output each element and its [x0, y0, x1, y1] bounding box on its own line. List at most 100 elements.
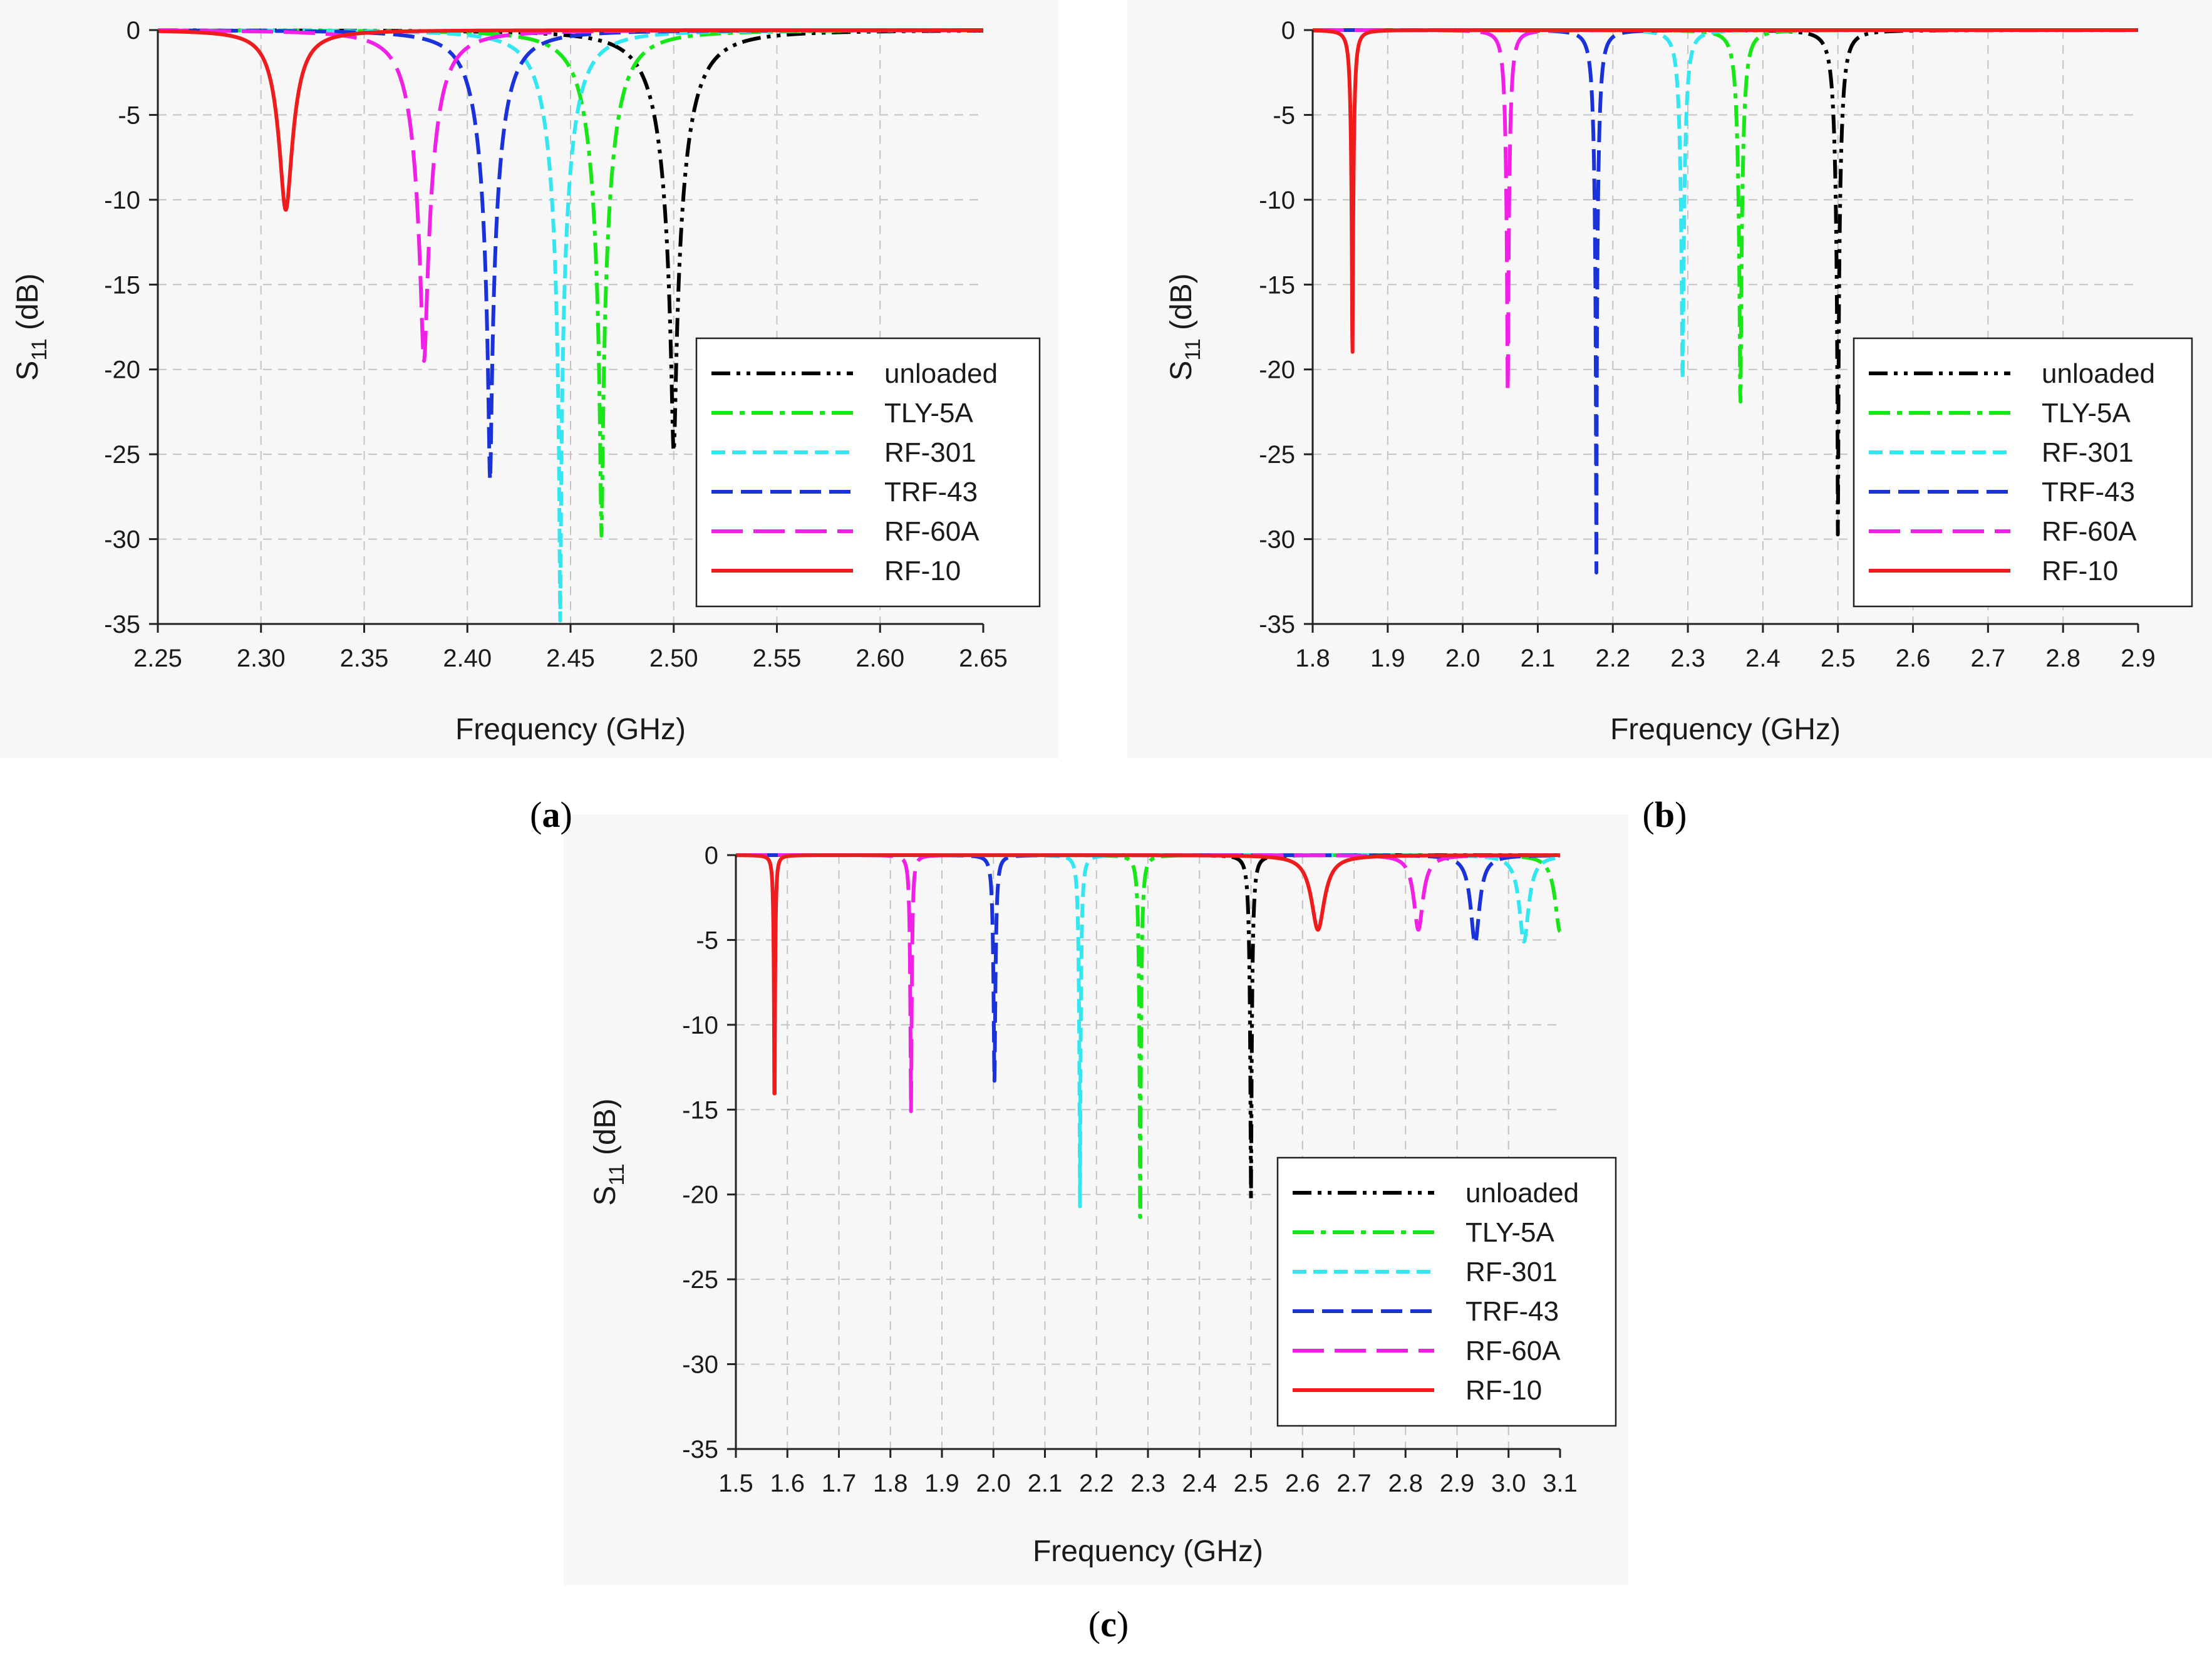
- legend-label-rf-60a: RF-60A: [2042, 516, 2137, 547]
- y-axis-title: S11 (dB): [11, 273, 51, 380]
- legend-label-tly-5a: TLY-5A: [1465, 1217, 1555, 1248]
- x-tick-label: 2.5: [1234, 1470, 1269, 1497]
- y-tick-label: -20: [1259, 356, 1295, 384]
- series-line-rf-10: [1311, 28, 2140, 354]
- series-group: [156, 28, 985, 623]
- legend-label-trf-43: TRF-43: [884, 477, 978, 507]
- series-group: [1311, 28, 2140, 575]
- x-tick-label: 2.0: [1445, 645, 1481, 672]
- x-tick-label: 2.35: [340, 645, 389, 672]
- x-axis-title: Frequency (GHz): [1033, 1535, 1263, 1568]
- legend: unloaded TLY-5A RF-301 TRF-43 RF-60A RF-10: [1276, 1156, 1617, 1427]
- x-tick-label: 2.3: [1130, 1470, 1165, 1497]
- y-tick-label: -10: [1259, 187, 1295, 214]
- y-axis-title: S11 (dB): [589, 1098, 629, 1205]
- y-tick-label: -10: [682, 1012, 718, 1039]
- y-tick-label: -35: [104, 611, 140, 638]
- axes: 2.25 2.30 2.35 2.40 2.45 2.50 2.55 2.60 2.65 0 -5 -…: [104, 17, 1008, 672]
- panel-label-c: (c): [1088, 1604, 1129, 1644]
- y-tick-label: -35: [1259, 611, 1295, 638]
- x-tick-label: 2.3: [1670, 645, 1705, 672]
- y-tick-label: -30: [682, 1351, 718, 1379]
- chart-panel-c: 1.5 1.6 1.7 1.8 1.9 2.0 2.1 2.2 2.3 2.4 2.5 2.6 2.7 2…: [589, 842, 1617, 1568]
- x-tick-label: 2.6: [1896, 645, 1931, 672]
- x-tick-label: 1.9: [1370, 645, 1405, 672]
- legend-label-unloaded: unloaded: [1465, 1178, 1579, 1208]
- x-tick-label: 2.0: [976, 1470, 1011, 1497]
- legend-label-tly-5a: TLY-5A: [884, 398, 974, 428]
- x-tick-label: 3.1: [1543, 1470, 1578, 1497]
- y-tick-label: 0: [705, 842, 718, 870]
- chart-panel-a: 2.25 2.30 2.35 2.40 2.45 2.50 2.55 2.60 2.65 0 -5 -…: [11, 17, 1041, 746]
- x-tick-label: 2.60: [855, 645, 904, 672]
- x-axis-title: Frequency (GHz): [455, 713, 686, 746]
- legend-label-unloaded: unloaded: [884, 358, 998, 389]
- x-tick-label: 2.9: [1440, 1470, 1475, 1497]
- x-axis-title: Frequency (GHz): [1610, 713, 1841, 746]
- y-tick-label: -25: [682, 1266, 718, 1294]
- x-tick-label: 2.25: [133, 645, 182, 672]
- legend-label-rf-301: RF-301: [884, 437, 976, 468]
- x-tick-label: 2.65: [959, 645, 1008, 672]
- y-tick-label: -25: [1259, 441, 1295, 469]
- legend-label-rf-60a: RF-60A: [884, 516, 979, 547]
- y-tick-label: -10: [104, 187, 140, 214]
- legend-label-trf-43: TRF-43: [2042, 477, 2135, 507]
- x-tick-label: 2.2: [1595, 645, 1630, 672]
- legend-label-rf-301: RF-301: [2042, 437, 2134, 468]
- series-line-rf-10: [734, 853, 1562, 1096]
- y-tick-label: -25: [104, 441, 140, 469]
- y-tick-label: -20: [104, 356, 140, 384]
- y-tick-label: 0: [127, 17, 140, 44]
- legend-label-unloaded: unloaded: [2042, 358, 2155, 389]
- x-tick-label: 3.0: [1491, 1470, 1526, 1497]
- legend-label-rf-60a: RF-60A: [1465, 1336, 1561, 1366]
- y-tick-label: -5: [118, 101, 140, 129]
- x-tick-label: 1.8: [873, 1470, 908, 1497]
- x-tick-label: 2.30: [237, 645, 286, 672]
- legend-box: [1276, 1156, 1617, 1427]
- legend-label-trf-43: TRF-43: [1465, 1296, 1559, 1327]
- x-tick-label: 2.8: [1388, 1470, 1423, 1497]
- x-tick-label: 2.50: [649, 645, 698, 672]
- x-tick-label: 1.5: [718, 1470, 753, 1497]
- y-tick-label: 0: [1281, 17, 1295, 44]
- panel-label-b: (b): [1643, 794, 1687, 835]
- y-tick-label: -30: [104, 526, 140, 554]
- x-tick-label: 2.1: [1028, 1470, 1063, 1497]
- y-tick-label: -5: [1273, 101, 1295, 129]
- legend: unloaded TLY-5A RF-301 TRF-43 RF-60A RF-10: [695, 337, 1041, 608]
- x-tick-label: 2.6: [1285, 1470, 1320, 1497]
- axes: 1.8 1.9 2.0 2.1 2.2 2.3 2.4 2.5 2.6 2.7 2.8 2.9 0 -5 -…: [1259, 17, 2156, 672]
- grid: [736, 855, 1560, 1449]
- y-tick-label: -15: [682, 1096, 718, 1124]
- x-tick-label: 1.8: [1295, 645, 1330, 672]
- y-axis-title: S11 (dB): [1165, 273, 1205, 380]
- legend-label-rf-10: RF-10: [1465, 1375, 1542, 1406]
- x-tick-label: 2.5: [1821, 645, 1856, 672]
- x-tick-label: 2.4: [1182, 1470, 1217, 1497]
- legend-label-tly-5a: TLY-5A: [2042, 398, 2131, 428]
- y-tick-label: -5: [696, 927, 718, 954]
- x-tick-label: 2.1: [1521, 645, 1556, 672]
- x-tick-label: 1.7: [822, 1470, 857, 1497]
- y-tick-label: -15: [1259, 271, 1295, 299]
- legend-box: [695, 337, 1041, 608]
- x-tick-label: 1.6: [770, 1470, 805, 1497]
- x-tick-label: 2.9: [2121, 645, 2156, 672]
- x-tick-label: 2.4: [1745, 645, 1780, 672]
- x-tick-label: 2.8: [2045, 645, 2080, 672]
- series-group: [734, 853, 1562, 1219]
- chart-panel-b: 1.8 1.9 2.0 2.1 2.2 2.3 2.4 2.5 2.6 2.7 2.8 2.9 0 -5 -…: [1165, 17, 2193, 746]
- axes: 1.5 1.6 1.7 1.8 1.9 2.0 2.1 2.2 2.3 2.4 2.5 2.6 2.7 2…: [682, 842, 1578, 1497]
- panel-label-a: (a): [530, 794, 572, 835]
- y-tick-label: -30: [1259, 526, 1295, 554]
- x-tick-label: 1.9: [924, 1470, 959, 1497]
- x-tick-label: 2.7: [1971, 645, 2006, 672]
- grid: [1313, 30, 2138, 624]
- x-tick-label: 2.55: [753, 645, 802, 672]
- y-tick-label: -15: [104, 271, 140, 299]
- y-tick-label: -35: [682, 1436, 718, 1463]
- legend-label-rf-10: RF-10: [884, 556, 961, 586]
